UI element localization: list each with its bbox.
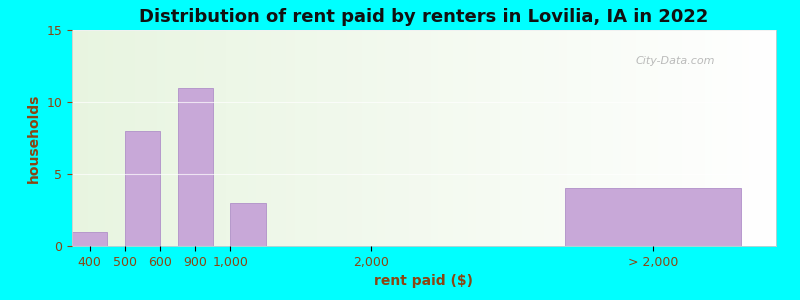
Bar bbox=[125, 131, 160, 246]
X-axis label: rent paid ($): rent paid ($) bbox=[374, 274, 474, 288]
Text: City-Data.com: City-Data.com bbox=[635, 56, 714, 66]
Bar bbox=[230, 203, 266, 246]
Bar bbox=[72, 232, 107, 246]
Title: Distribution of rent paid by renters in Lovilia, IA in 2022: Distribution of rent paid by renters in … bbox=[139, 8, 709, 26]
Bar bbox=[565, 188, 741, 246]
Bar bbox=[178, 88, 213, 246]
Y-axis label: households: households bbox=[27, 93, 41, 183]
